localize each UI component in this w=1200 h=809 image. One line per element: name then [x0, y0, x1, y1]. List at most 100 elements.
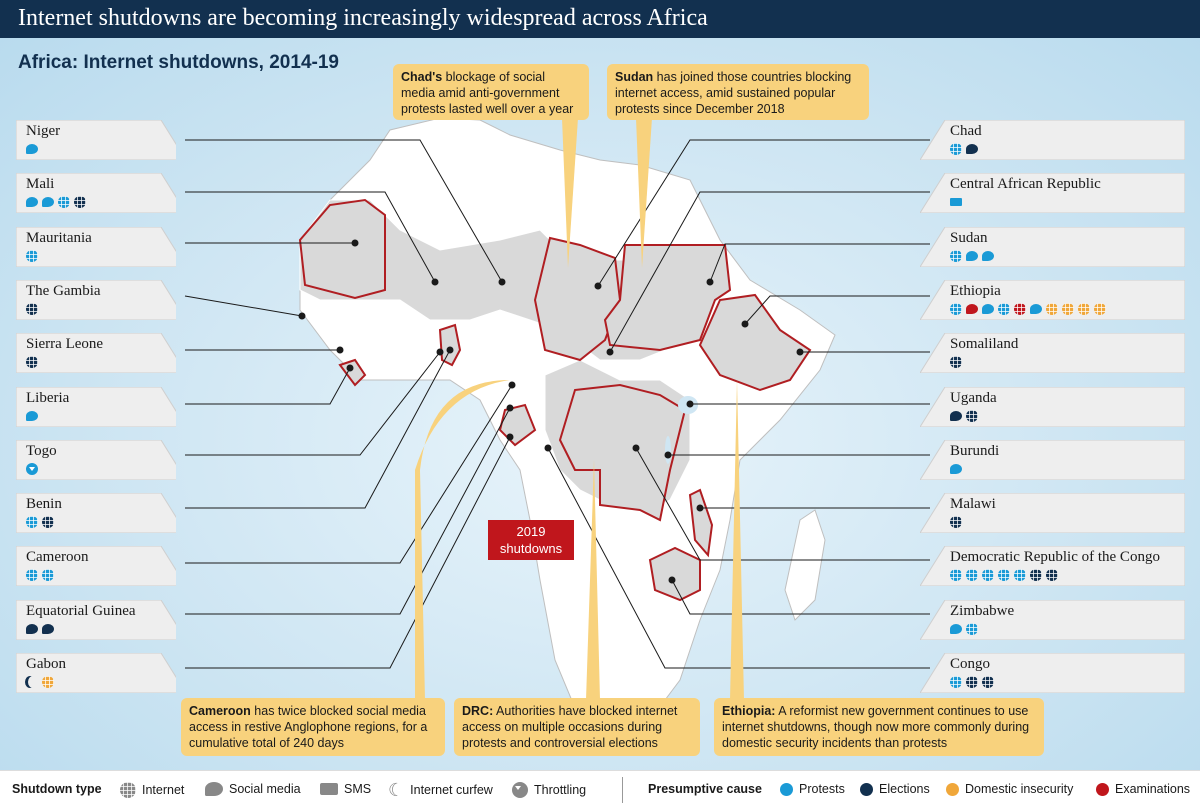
speech-bubble-icon [966, 144, 978, 154]
globe-icon [950, 356, 962, 369]
country-card-democratic-republic-of-the-congo: Democratic Republic of the Congo [920, 546, 1185, 587]
envelope-icon [320, 783, 338, 795]
shutdown-icons [950, 622, 978, 636]
globe-icon [950, 676, 962, 688]
speech-bubble-icon [982, 250, 994, 261]
country-card-cameroon: Cameroon [16, 546, 176, 587]
card-background [16, 653, 176, 693]
card-background [16, 599, 176, 640]
envelope-icon [950, 198, 962, 207]
legend-domestic-insecurity: Domestic insecurity [946, 782, 1073, 796]
shutdown-icons [950, 409, 978, 423]
globe-icon [1046, 302, 1058, 315]
speech-bubble-icon [950, 623, 962, 634]
callout-drc: DRC: Authorities have blocked internet a… [454, 698, 700, 756]
globe-icon [42, 676, 54, 688]
country-name: Sudan [950, 229, 988, 246]
globe-icon [950, 569, 962, 582]
shutdown-icons [26, 569, 54, 582]
speech-bubble-icon [42, 197, 54, 208]
globe-icon [1046, 569, 1058, 582]
country-card-sudan: Sudan [920, 226, 1185, 267]
region-ethiopia [698, 293, 812, 392]
country-name: Burundi [950, 442, 1000, 459]
callout-chad-bold: Chad's [401, 70, 443, 84]
shutdown-icons [26, 516, 54, 529]
shutdown-icons [950, 143, 978, 156]
moon-icon [26, 676, 38, 688]
callout-sudan: Sudan has joined those countries blockin… [607, 64, 869, 120]
country-card-benin: Benin [16, 493, 176, 534]
country-card-congo: Congo [920, 653, 1185, 693]
country-name: Chad [950, 123, 982, 139]
madagascar [784, 509, 826, 621]
globe-icon [966, 569, 978, 582]
country-card-liberia: Liberia [16, 386, 176, 427]
shutdown-icons [26, 302, 38, 316]
country-name: Mauritania [26, 229, 92, 246]
globe-icon [1030, 569, 1042, 582]
globe-icon [950, 143, 962, 155]
callout-chad: Chad's blockage of social media amid ant… [393, 64, 589, 120]
region-drc [558, 383, 687, 522]
badge-year: 2019 [516, 524, 546, 539]
country-name: Central African Republic [950, 176, 1101, 193]
legend-curfew: ☾ Internet curfew [388, 780, 493, 800]
protests-dot [780, 782, 793, 796]
country-card-zimbabwe: Zimbabwe [920, 599, 1185, 640]
examinations-dot [1096, 782, 1109, 796]
speech-bubble-icon [966, 250, 978, 261]
speech-bubble-icon [26, 410, 38, 421]
region-sudan [603, 244, 732, 352]
shutdown-icons [950, 249, 994, 263]
globe-icon [1062, 302, 1074, 315]
globe-icon [26, 356, 38, 369]
card-background [16, 386, 176, 427]
card-background [16, 439, 176, 480]
globe-icon [966, 409, 978, 422]
callout-drc-text: Authorities have blocked internet access… [462, 704, 678, 750]
callout-drc-bold: DRC: [462, 704, 494, 718]
country-card-equatorial-guinea: Equatorial Guinea [16, 599, 176, 640]
globe-icon [966, 676, 978, 688]
legend: Shutdown type Internet Social media SMS … [0, 770, 1200, 809]
callout-pointers [415, 118, 744, 700]
country-card-togo: Togo [16, 439, 176, 480]
region-liberia [338, 358, 367, 387]
globe-icon [950, 302, 962, 315]
globe-icon [998, 302, 1010, 315]
country-card-sierra-leone: Sierra Leone [16, 333, 176, 374]
region-mauritania [298, 198, 386, 300]
country-name: Zimbabwe [950, 602, 1015, 619]
globe-icon [26, 302, 38, 315]
globe-icon [1078, 302, 1090, 315]
card-background [16, 333, 176, 374]
callout-chad-text: blockage of social media amid anti-gover… [401, 70, 574, 116]
region-zimbabwe [648, 546, 701, 602]
callout-sudan-text: has joined those countries blocking inte… [615, 70, 852, 116]
card-background [16, 173, 176, 214]
globe-icon [1094, 302, 1106, 315]
callout-ethiopia-text: A reformist new government continues to … [722, 704, 1030, 750]
legend-cause-label: Presumptive cause [648, 782, 762, 796]
country-name: The Gambia [26, 282, 101, 299]
country-name: Gabon [26, 656, 66, 672]
card-background [920, 333, 1185, 374]
country-card-malawi: Malawi [920, 493, 1185, 534]
country-card-mauritania: Mauritania [16, 226, 176, 267]
globe-icon [74, 196, 86, 209]
globe-icon [26, 249, 38, 262]
africa-map [184, 117, 930, 736]
card-background [920, 439, 1185, 480]
globe-icon [26, 516, 38, 529]
shutdown-icons [950, 516, 962, 529]
callout-cameroon: Cameroon has twice blocked social media … [181, 698, 445, 756]
shutdown-icons [950, 569, 1058, 582]
legend-social-media: Social media [205, 782, 301, 796]
country-card-burundi: Burundi [920, 439, 1185, 480]
speech-bubble-icon [26, 144, 38, 154]
globe-icon [1014, 302, 1026, 315]
country-name: Niger [26, 123, 61, 139]
country-card-niger: Niger [16, 120, 176, 160]
speech-bubble-icon [205, 782, 223, 796]
